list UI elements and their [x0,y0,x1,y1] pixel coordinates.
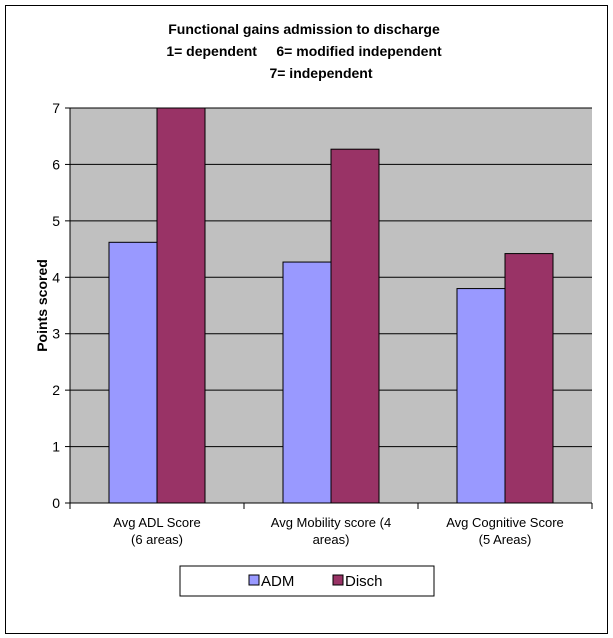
category-label: areas) [313,532,350,547]
legend-label-adm: ADM [261,573,294,590]
category-label: Avg Cognitive Score [446,515,564,530]
y-tick-label: 2 [52,382,60,398]
y-tick-label: 7 [52,100,60,116]
legend: ADM Disch [179,565,435,597]
bar-disch-2 [504,253,554,504]
y-axis-label: Points scored [34,259,50,352]
bars [108,107,554,504]
title-line-3: 7= independent [269,65,372,81]
y-tick-label: 6 [52,156,60,172]
legend-label-disch: Disch [345,573,383,590]
chart-title: Functional gains admission to discharge … [166,21,442,81]
title-line-1: Functional gains admission to discharge [168,21,440,37]
category-labels: Avg ADL Score (6 areas) Avg Mobility score… [113,515,564,547]
category-label: (6 areas) [131,532,183,547]
y-tick-label: 3 [52,326,60,342]
bar-adm-0 [108,241,158,504]
bar-disch-0 [156,107,206,504]
axes [69,108,593,509]
y-tick-label: 0 [52,495,60,511]
bar-disch-1 [330,148,380,504]
legend-box [179,565,435,597]
category-label: Avg Mobility score (4 [271,515,391,530]
category-label: (5 Areas) [479,532,532,547]
legend-swatch-adm [248,574,260,586]
category-label: Avg ADL Score [113,515,200,530]
bar-adm-1 [282,261,332,504]
legend-swatch-disch [332,574,344,586]
y-tick-label: 4 [52,269,60,285]
y-tick-label: 5 [52,213,60,229]
title-line-2: 1= dependent 6= modified independent [166,43,442,59]
y-tick-label: 1 [52,439,60,455]
bar-adm-2 [456,288,506,504]
y-tick-labels: 0 1 2 3 4 5 6 7 [52,100,60,511]
